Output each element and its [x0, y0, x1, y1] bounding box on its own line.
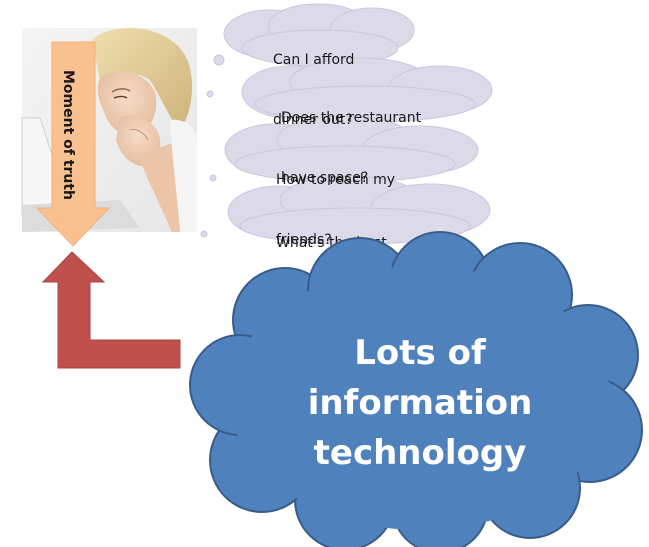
cloud-line-3: technology: [313, 433, 527, 473]
cloud-line-2: information: [307, 383, 533, 423]
thought-text-1: Can I afford dinner out?: [273, 10, 354, 170]
thought-bubble-3: [224, 115, 479, 183]
thought-2-line-1: Does the restaurant: [281, 110, 422, 126]
thought-2-line-2: have space?: [281, 170, 369, 186]
thought-1-line-1: Can I afford: [273, 52, 355, 68]
thought-3-line-1: How to reach my: [276, 172, 396, 188]
thought-3-line-2: friends?: [276, 232, 332, 248]
thought-text-2: Does the restaurant have space?: [281, 68, 421, 228]
thought-bubble-4: [227, 175, 491, 245]
thought-1-line-2: dinner out?: [273, 112, 353, 128]
thought-text-3: How to reach my friends?: [276, 130, 395, 290]
thought-bubble-1: [223, 3, 415, 67]
cloud-line-1: Lots of: [354, 333, 486, 373]
thought-bubble-2: [241, 57, 493, 123]
